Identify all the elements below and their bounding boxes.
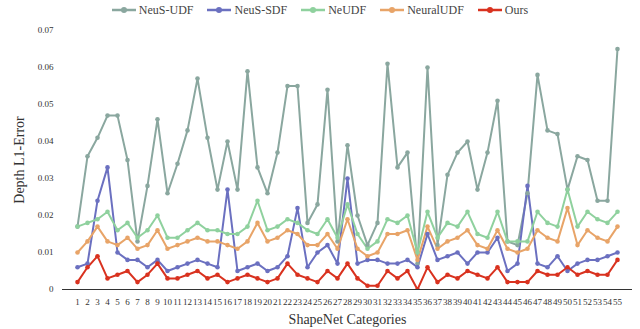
svg-text:0: 0 — [49, 284, 54, 294]
svg-text:45: 45 — [513, 297, 523, 307]
svg-text:7: 7 — [135, 297, 140, 307]
svg-text:12: 12 — [183, 297, 192, 307]
svg-text:31: 31 — [373, 297, 382, 307]
svg-text:51: 51 — [573, 297, 582, 307]
svg-text:ShapeNet Categories: ShapeNet Categories — [289, 312, 407, 327]
svg-text:0.03: 0.03 — [38, 173, 54, 183]
svg-text:33: 33 — [393, 297, 403, 307]
svg-text:38: 38 — [443, 297, 453, 307]
svg-text:53: 53 — [593, 297, 603, 307]
svg-text:0.07: 0.07 — [38, 25, 54, 35]
svg-text:43: 43 — [493, 297, 503, 307]
svg-text:24: 24 — [303, 297, 313, 307]
svg-text:4: 4 — [105, 297, 110, 307]
svg-text:14: 14 — [203, 297, 213, 307]
svg-text:18: 18 — [243, 297, 253, 307]
svg-text:49: 49 — [553, 297, 563, 307]
svg-text:48: 48 — [543, 297, 553, 307]
svg-text:47: 47 — [533, 297, 543, 307]
svg-text:21: 21 — [273, 297, 282, 307]
svg-text:9: 9 — [155, 297, 160, 307]
svg-text:2: 2 — [85, 297, 90, 307]
html-text:NeuS-UDF: NeuS-UDF — [138, 2, 194, 17]
svg-text:23: 23 — [293, 297, 303, 307]
html-text:NeuS-SDF: NeuS-SDF — [234, 2, 288, 17]
html-text:NeuralUDF: NeuralUDF — [407, 2, 464, 17]
svg-text:0.01: 0.01 — [38, 247, 54, 257]
svg-text:19: 19 — [253, 297, 263, 307]
html-text:NeUDF: NeUDF — [328, 2, 367, 17]
svg-text:5: 5 — [115, 297, 120, 307]
svg-text:29: 29 — [353, 297, 363, 307]
svg-text:16: 16 — [223, 297, 233, 307]
svg-text:27: 27 — [333, 297, 343, 307]
svg-text:13: 13 — [193, 297, 203, 307]
svg-text:55: 55 — [613, 297, 623, 307]
svg-text:0.04: 0.04 — [38, 136, 54, 146]
svg-text:26: 26 — [323, 297, 333, 307]
svg-text:6: 6 — [125, 297, 130, 307]
svg-text:37: 37 — [433, 297, 443, 307]
html-text:Ours: Ours — [504, 2, 529, 17]
svg-text:40: 40 — [463, 297, 473, 307]
svg-text:41: 41 — [473, 297, 482, 307]
svg-text:52: 52 — [583, 297, 592, 307]
svg-text:10: 10 — [163, 297, 173, 307]
svg-text:46: 46 — [523, 297, 533, 307]
svg-text:36: 36 — [423, 297, 433, 307]
svg-text:25: 25 — [313, 297, 323, 307]
svg-text:17: 17 — [233, 297, 243, 307]
svg-text:0.06: 0.06 — [38, 62, 54, 72]
svg-text:44: 44 — [503, 297, 513, 307]
svg-text:34: 34 — [403, 297, 413, 307]
svg-text:0.05: 0.05 — [38, 99, 54, 109]
svg-text:8: 8 — [145, 297, 150, 307]
svg-text:11: 11 — [173, 297, 182, 307]
svg-text:20: 20 — [263, 297, 273, 307]
svg-text:0.02: 0.02 — [38, 210, 54, 220]
svg-text:15: 15 — [213, 297, 223, 307]
svg-text:1: 1 — [75, 297, 80, 307]
svg-text:30: 30 — [363, 297, 373, 307]
svg-text:35: 35 — [413, 297, 423, 307]
svg-text:3: 3 — [95, 297, 100, 307]
svg-text:39: 39 — [453, 297, 463, 307]
svg-text:54: 54 — [603, 297, 613, 307]
svg-text:Depth L1-Error: Depth L1-Error — [12, 116, 27, 204]
svg-text:28: 28 — [343, 297, 353, 307]
svg-text:42: 42 — [483, 297, 492, 307]
svg-text:22: 22 — [283, 297, 292, 307]
svg-text:32: 32 — [383, 297, 392, 307]
svg-text:50: 50 — [563, 297, 573, 307]
